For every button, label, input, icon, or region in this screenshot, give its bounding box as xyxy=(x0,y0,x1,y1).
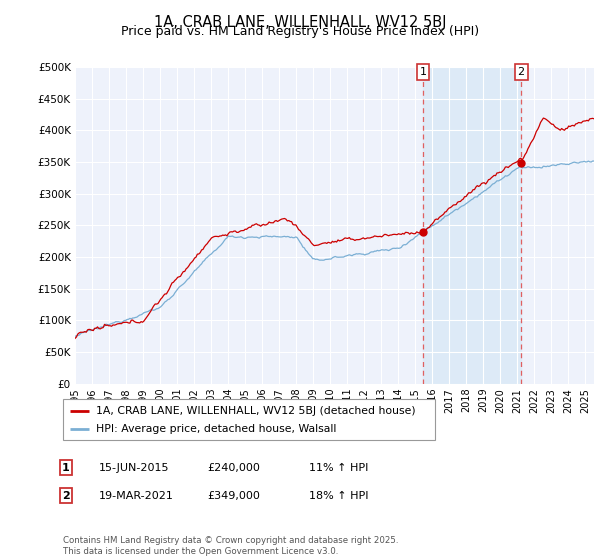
Text: 11% ↑ HPI: 11% ↑ HPI xyxy=(309,463,368,473)
Text: 2: 2 xyxy=(62,491,70,501)
Text: Contains HM Land Registry data © Crown copyright and database right 2025.
This d: Contains HM Land Registry data © Crown c… xyxy=(63,536,398,556)
Text: 19-MAR-2021: 19-MAR-2021 xyxy=(99,491,174,501)
Text: 2: 2 xyxy=(518,67,525,77)
FancyBboxPatch shape xyxy=(63,399,435,440)
Text: 1A, CRAB LANE, WILLENHALL, WV12 5BJ: 1A, CRAB LANE, WILLENHALL, WV12 5BJ xyxy=(154,15,446,30)
Text: £240,000: £240,000 xyxy=(207,463,260,473)
Text: Price paid vs. HM Land Registry's House Price Index (HPI): Price paid vs. HM Land Registry's House … xyxy=(121,25,479,38)
Text: 1: 1 xyxy=(419,67,427,77)
Text: 1: 1 xyxy=(62,463,70,473)
Bar xyxy=(423,67,521,384)
Text: 15-JUN-2015: 15-JUN-2015 xyxy=(99,463,170,473)
Text: £349,000: £349,000 xyxy=(207,491,260,501)
Text: HPI: Average price, detached house, Walsall: HPI: Average price, detached house, Wals… xyxy=(97,424,337,434)
Text: 18% ↑ HPI: 18% ↑ HPI xyxy=(309,491,368,501)
Text: 1A, CRAB LANE, WILLENHALL, WV12 5BJ (detached house): 1A, CRAB LANE, WILLENHALL, WV12 5BJ (det… xyxy=(97,405,416,416)
